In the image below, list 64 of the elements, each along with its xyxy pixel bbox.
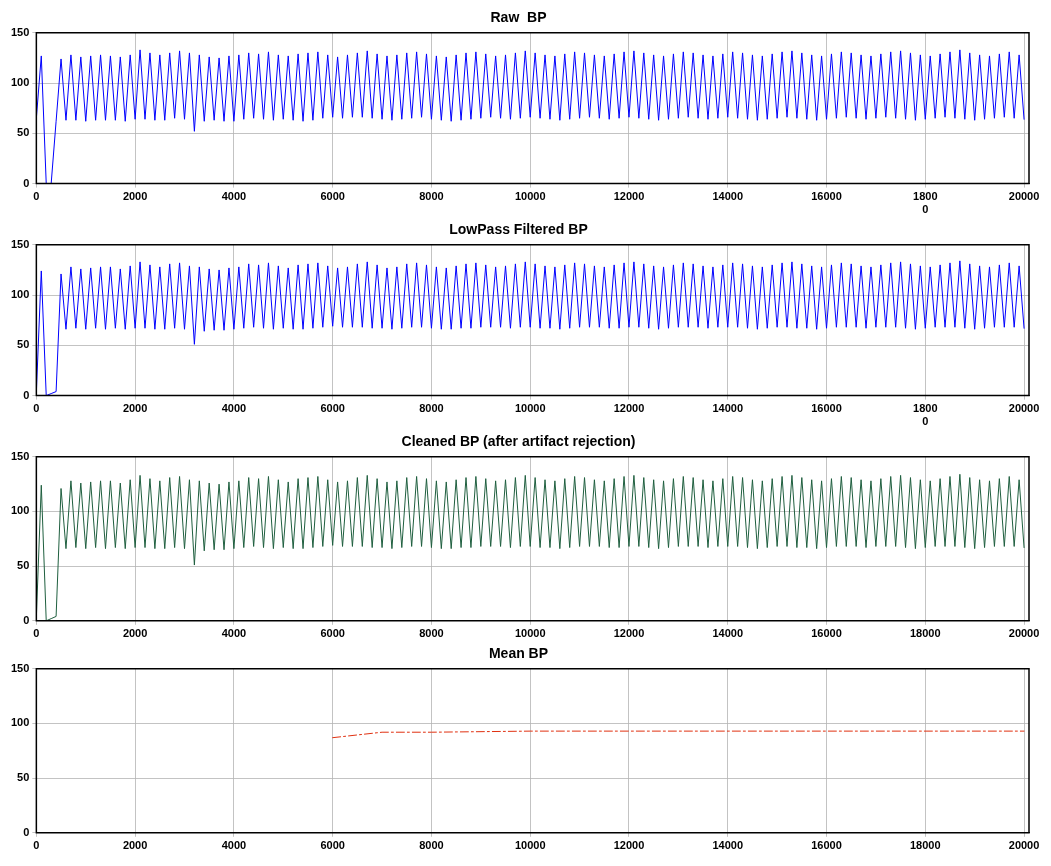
x-tick-label: 8000 bbox=[419, 839, 444, 852]
y-tick-label: 150 bbox=[10, 449, 30, 462]
x-tick-label: 16000 bbox=[811, 402, 842, 415]
x-tick-label: 12000 bbox=[613, 627, 645, 640]
y-tick-label: 0 bbox=[23, 825, 30, 838]
x-tick-label: 2000 bbox=[122, 402, 148, 415]
y-tick-label: 150 bbox=[10, 661, 30, 674]
x-tick-label: 14000 bbox=[712, 627, 744, 640]
y-tick-label: 150 bbox=[10, 25, 30, 38]
x-tick-label: 10000 bbox=[514, 839, 546, 852]
y-tick-label: 50 bbox=[17, 338, 30, 351]
x-tick-label: 10000 bbox=[514, 190, 546, 203]
x-tick-label: 20000 bbox=[1008, 190, 1040, 203]
x-tick-label: 6000 bbox=[320, 839, 345, 852]
x-tick-label: 20000 bbox=[1008, 402, 1040, 415]
y-tick-label: 50 bbox=[17, 126, 30, 139]
x-tick-label: 0 bbox=[33, 627, 40, 640]
x-tick-label: 12000 bbox=[613, 839, 645, 852]
x-tick-label: 0 bbox=[33, 839, 40, 852]
y-tick-label: 0 bbox=[23, 613, 30, 626]
x-tick-label: 14000 bbox=[712, 839, 744, 852]
x-tick-label: 0 bbox=[33, 190, 40, 203]
x-tick-label: 6000 bbox=[320, 190, 345, 203]
y-tick-label: 0 bbox=[23, 388, 30, 401]
x-tick-label: 10000 bbox=[514, 627, 546, 640]
y-tick-label: 50 bbox=[17, 771, 30, 784]
y-tick-label: 100 bbox=[10, 504, 30, 517]
x-tick-label: 18000 bbox=[909, 839, 941, 852]
x-tick-label: 10000 bbox=[514, 402, 546, 415]
x-tick-label: 20000 bbox=[1008, 627, 1040, 640]
x-tick-label: 8000 bbox=[419, 627, 444, 640]
y-tick-label: 150 bbox=[10, 237, 30, 250]
x-tick-label: 4000 bbox=[221, 190, 247, 203]
x-tick-label: 18000 bbox=[909, 627, 941, 640]
x-tick-label: 16000 bbox=[811, 627, 842, 640]
y-tick-label: 0 bbox=[23, 176, 30, 189]
x-tick-label: 14000 bbox=[712, 402, 744, 415]
x-tick-label: 6000 bbox=[320, 627, 345, 640]
x-tick-label: 4000 bbox=[221, 839, 247, 852]
chart-title: LowPass Filtered BP bbox=[449, 221, 588, 238]
x-tick-label: 4000 bbox=[221, 627, 247, 640]
x-tick-label: 20000 bbox=[1008, 839, 1040, 852]
x-tick-label: 2000 bbox=[122, 190, 148, 203]
x-tick-label: 2000 bbox=[122, 627, 148, 640]
x-tick-label: 2000 bbox=[122, 839, 148, 852]
y-tick-label: 100 bbox=[10, 716, 30, 729]
x-tick-label: 8000 bbox=[419, 190, 444, 203]
chart-title: Mean BP bbox=[488, 645, 549, 662]
chart-title: Cleaned BP (after artifact rejection) bbox=[401, 433, 636, 450]
x-tick-label: 16000 bbox=[811, 190, 842, 203]
x-tick-label: 12000 bbox=[613, 190, 645, 203]
x-tick-label: 12000 bbox=[613, 402, 645, 415]
y-tick-label: 100 bbox=[10, 76, 30, 89]
x-tick-label: 0 bbox=[33, 402, 40, 415]
x-tick-label: 1800 0 bbox=[913, 402, 938, 428]
chart-title: Raw BP bbox=[490, 9, 547, 26]
x-tick-label: 1800 0 bbox=[913, 190, 938, 216]
x-tick-label: 4000 bbox=[221, 402, 247, 415]
x-tick-label: 8000 bbox=[419, 402, 444, 415]
y-tick-label: 50 bbox=[17, 559, 30, 572]
y-tick-label: 100 bbox=[10, 288, 30, 301]
x-tick-label: 16000 bbox=[811, 839, 842, 852]
x-tick-label: 6000 bbox=[320, 402, 345, 415]
x-tick-label: 14000 bbox=[712, 190, 744, 203]
